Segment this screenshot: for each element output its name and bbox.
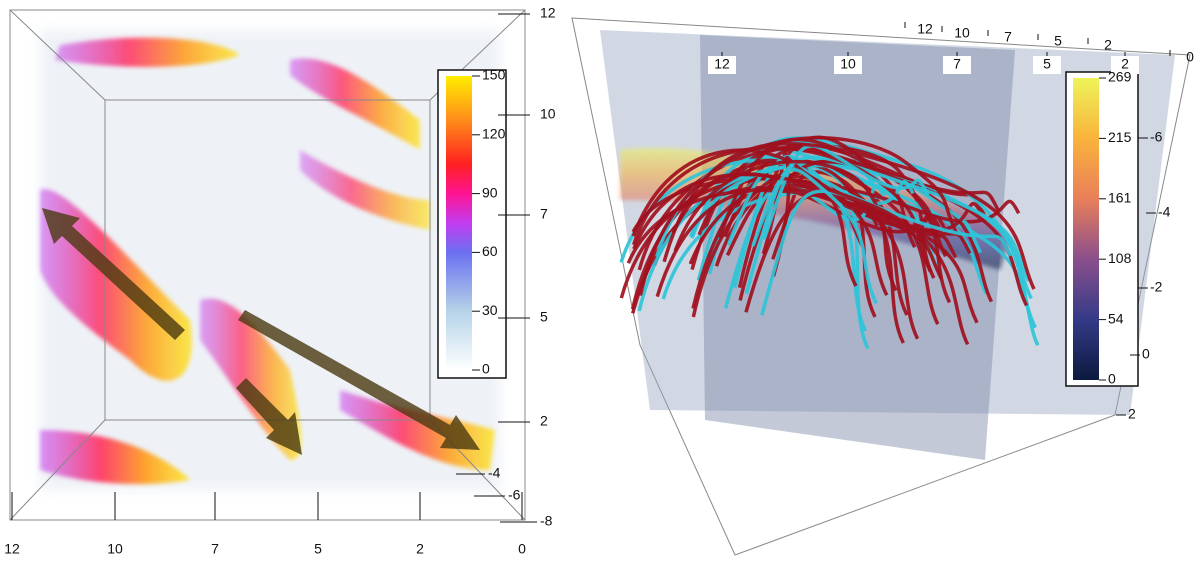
colorbar-label: 0	[482, 361, 490, 377]
front-tick-label: 7	[953, 56, 961, 72]
x-tick-label: 7	[211, 541, 219, 557]
field-line-cyan	[760, 189, 1013, 316]
field-line-cyan	[762, 144, 930, 241]
front-tick-label-box	[1111, 56, 1139, 74]
back-tick-label: 5	[1054, 33, 1062, 49]
front-tick-label-box	[1033, 56, 1061, 74]
x-tick-label: 0	[518, 541, 526, 557]
x-tick-label: 5	[314, 541, 322, 557]
field-line-red	[671, 172, 943, 280]
front-tick-label: 12	[714, 56, 730, 72]
depth-tick-label: -6	[508, 487, 521, 503]
back-tick-label: 2	[1104, 37, 1112, 53]
colorbar-label: 215	[1108, 129, 1132, 145]
depth-tick-label: -8	[540, 513, 553, 529]
back-tick-label: 0	[1186, 49, 1194, 65]
x-tick-label: 2	[416, 541, 424, 557]
colorbar-label: 108	[1108, 250, 1132, 266]
back-tick-label: 7	[1004, 29, 1012, 45]
side-tick-label: -4	[1158, 204, 1171, 220]
field-line-red	[632, 172, 970, 346]
front-tick-label-box	[708, 56, 736, 74]
colorbar-label: 54	[1108, 310, 1124, 326]
x-tick-label: 10	[107, 541, 123, 557]
colorbar-label: 30	[482, 302, 498, 318]
left-panel	[9, 9, 526, 521]
y-tick-label: 10	[540, 106, 556, 122]
side-tick-label: 0	[1142, 346, 1150, 362]
colorbar	[446, 76, 472, 370]
front-tick-label: 2	[1121, 56, 1129, 72]
side-tick-label: -6	[1150, 129, 1163, 145]
x-tick-label: 12	[4, 541, 20, 557]
colorbar-label: 161	[1108, 190, 1132, 206]
field-line-cyan	[619, 158, 870, 350]
field-line-red	[718, 137, 948, 258]
right-panel	[571, 17, 1191, 556]
field-line-red	[662, 142, 1036, 290]
front-tick-label-box	[943, 56, 971, 74]
front-tick-label: 10	[840, 56, 856, 72]
y-tick-label: 2	[540, 413, 548, 429]
depth-tick-label: -4	[488, 465, 501, 481]
field-lines	[619, 135, 1040, 350]
field-line-red	[638, 136, 959, 296]
colorbar-label: 120	[482, 126, 506, 142]
colorbar	[1073, 78, 1099, 380]
back-tick-label: 12	[917, 21, 933, 37]
front-tick-label-box	[834, 56, 862, 74]
colorbar-label: 150	[482, 67, 506, 83]
colorbar-label: 0	[1108, 371, 1116, 387]
side-tick-label: -2	[1150, 279, 1163, 295]
field-line-cyan	[744, 167, 878, 305]
side-tick-label: 2	[1128, 406, 1136, 422]
colorbar-label: 90	[482, 184, 498, 200]
y-tick-label: 5	[540, 309, 548, 325]
y-tick-label: 7	[540, 206, 548, 222]
back-tick-label: 10	[954, 25, 970, 41]
field-line-red	[673, 160, 898, 292]
arrows	[42, 208, 480, 455]
front-tick-label: 5	[1043, 56, 1051, 72]
colorbar-label: 269	[1108, 69, 1132, 85]
y-tick-label: 12	[540, 5, 556, 21]
colorbar-label: 60	[482, 243, 498, 259]
